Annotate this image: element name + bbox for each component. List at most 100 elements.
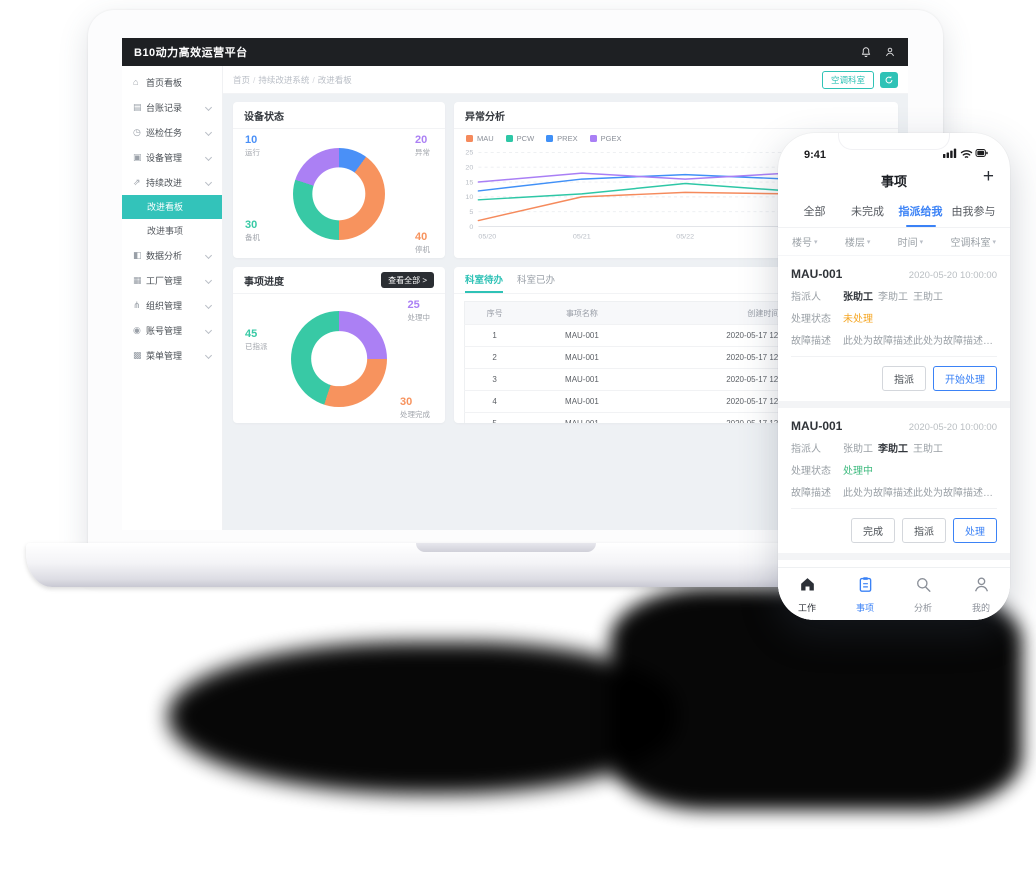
tabbar-label: 我的 — [971, 602, 990, 613]
assignee-label: 指派人 — [791, 444, 821, 455]
user-icon[interactable] — [884, 46, 896, 58]
sidebar-item-data[interactable]: ◧ 数据分析 — [122, 243, 222, 268]
sidebar-item-label: 菜单管理 — [146, 351, 183, 361]
phone-mockup: 9:41 事项 + 全部 未完成指派 — [778, 133, 1010, 620]
legend-swatch — [546, 135, 554, 142]
action-button-处理[interactable]: 处理 — [953, 518, 997, 543]
device-status-card: 设备状态 10 运行 40 停机 30 备机 20 异常 — [233, 102, 445, 258]
card-title: 异常分析 — [465, 111, 505, 123]
action-button-指派[interactable]: 指派 — [882, 366, 926, 391]
todo-table: 序号 事项名称 创建时间 1 MAU-001 2020-05-17 12:00:00 2 MA… — [464, 301, 888, 423]
sidebar-item-inspection[interactable]: ◷ 巡检任务 — [122, 120, 222, 145]
donut-label-value: 40 — [415, 230, 428, 243]
status-row: 处理状态 处理中 — [791, 462, 997, 477]
wifi-icon — [960, 150, 973, 158]
caret-down-icon: ▾ — [919, 238, 924, 246]
filter-楼层[interactable]: 楼层 ▾ — [845, 234, 871, 249]
filter-空调科室[interactable]: 空调科室 ▾ — [950, 234, 996, 249]
breadcrumb-item[interactable]: 持续改进系统 — [258, 74, 310, 85]
item-title: MAU-001 — [791, 419, 843, 433]
phone-status-bar: 9:41 — [778, 133, 1010, 165]
tabbar-item-事项[interactable]: 事项 — [836, 568, 894, 620]
action-button-指派[interactable]: 指派 — [902, 518, 946, 543]
sidebar-item-account[interactable]: ◉ 账号管理 — [122, 318, 222, 343]
tab-done[interactable]: 科室已办 — [517, 275, 556, 286]
sidebar-item-ledger[interactable]: ▤ 台账记录 — [122, 95, 222, 120]
sidebar-item-home[interactable]: ⌂ 首页看板 — [122, 70, 222, 95]
device-icon: ▣ — [133, 152, 142, 162]
svg-text:20: 20 — [465, 165, 473, 172]
inspection-icon: ◷ — [133, 127, 141, 137]
phone-tab-指派给我[interactable]: 指派给我 — [894, 195, 947, 227]
sidebar-item-org[interactable]: ⋔ 组织管理 — [122, 293, 222, 318]
sidebar-item-menu[interactable]: ▩ 菜单管理 — [122, 343, 222, 368]
sidebar-item-label: 设备管理 — [146, 153, 183, 163]
sidebar-subitem-improve-items[interactable]: 改进事项 — [147, 226, 184, 236]
sidebar-item-factory[interactable]: ▦ 工厂管理 — [122, 268, 222, 293]
page-title: 事项 — [880, 173, 907, 189]
assignee-name: 张助工 — [843, 292, 873, 303]
item-list: MAU-001 2020-05-20 10:00:00 指派人 张助工 李助工 王助工 处理… — [778, 256, 1010, 620]
assignee-names: 张助工李助工王助工 — [843, 440, 948, 455]
svg-text:05/21: 05/21 — [573, 234, 591, 241]
action-button-开始处理[interactable]: 开始处理 — [933, 366, 997, 391]
tabbar-item-我的[interactable]: 我的 — [952, 568, 1010, 620]
org-icon: ⋔ — [133, 300, 141, 310]
sidebar-subitem-improve-board[interactable]: 改进看板 — [122, 195, 222, 219]
table-cell: 2 — [464, 346, 525, 369]
filter-label: 楼层 — [844, 238, 865, 249]
dashboard-topbar: B10动力高效运营平台 — [122, 38, 908, 66]
caret-down-icon: ▾ — [992, 238, 996, 246]
donut-label: 20 异常 — [415, 134, 430, 157]
donut-label: 30 备机 — [245, 219, 260, 242]
table-tabs: 科室待办 科室已办 — [454, 267, 898, 294]
tab-todo[interactable]: 科室待办 — [465, 267, 504, 293]
table-cell: MAU-001 — [524, 390, 640, 413]
table-cell: MAU-001 — [524, 346, 640, 369]
status-icons — [943, 146, 988, 164]
sidebar-item-label: 首页看板 — [146, 78, 183, 88]
tabbar-item-工作[interactable]: 工作 — [778, 568, 836, 620]
tabbar-item-分析[interactable]: 分析 — [894, 568, 952, 620]
filter-楼号[interactable]: 楼号 ▾ — [792, 234, 818, 249]
phone-tab-未完成[interactable]: 未完成 — [851, 206, 884, 218]
donut-label-text: 备机 — [245, 232, 260, 242]
phone-shadow — [610, 588, 1022, 810]
svg-text:10: 10 — [465, 194, 473, 201]
add-item-button[interactable]: + — [982, 166, 994, 187]
donut-label: 30 处理完成 — [400, 396, 430, 419]
donut-label-value: 25 — [407, 299, 420, 311]
dept-filter-button[interactable]: 空调科室 — [821, 70, 874, 89]
card-title: 设备状态 — [244, 111, 284, 123]
refresh-button[interactable] — [880, 71, 898, 88]
phone-notch — [838, 133, 950, 150]
donut-label-value: 30 — [400, 395, 413, 408]
column-header: 序号 — [464, 301, 525, 325]
item-card[interactable]: MAU-001 2020-05-20 10:00:00 指派人 张助工李助工王助工处理… — [778, 408, 1010, 553]
filter-时间[interactable]: 时间 ▾ — [898, 234, 924, 249]
chevron-down-icon — [204, 351, 213, 360]
breadcrumb-item[interactable]: 改进看板 — [317, 74, 352, 85]
sidebar-item-improve[interactable]: ⇗ 持续改进 — [122, 170, 222, 195]
tabbar-label: 工作 — [797, 602, 816, 613]
assignee-name: 王助工 — [913, 444, 943, 455]
action-button-完成[interactable]: 完成 — [851, 518, 895, 543]
caret-down-icon: ▾ — [814, 238, 818, 246]
donut-label-text: 运行 — [245, 147, 260, 157]
breadcrumb-bar: 首页 / 持续改进系统 / 改进看板 空调科室 — [223, 66, 908, 94]
assignee-name: 李助工 — [878, 444, 908, 455]
breadcrumb-item[interactable]: 首页 — [233, 74, 251, 85]
sidebar-item-device[interactable]: ▣ 设备管理 — [122, 145, 222, 170]
view-all-button[interactable]: 查看全部 > — [381, 272, 434, 288]
phone-tab-由我参与[interactable]: 由我参与 — [951, 206, 996, 218]
app-title: B10动力高效运营平台 — [134, 47, 248, 59]
phone-tab-全部[interactable]: 全部 — [803, 206, 826, 218]
bell-icon[interactable] — [860, 46, 872, 58]
item-card[interactable]: MAU-001 2020-05-20 10:00:00 指派人 张助工李助工王助工处理… — [778, 256, 1010, 401]
legend-swatch — [589, 135, 597, 142]
chart-legend: MAU PCW PREX PGEX — [454, 129, 898, 143]
donut-label-value: 45 — [245, 328, 258, 340]
breadcrumb-separator: / — [253, 74, 256, 85]
sidebar-item-label: 账号管理 — [146, 326, 183, 336]
